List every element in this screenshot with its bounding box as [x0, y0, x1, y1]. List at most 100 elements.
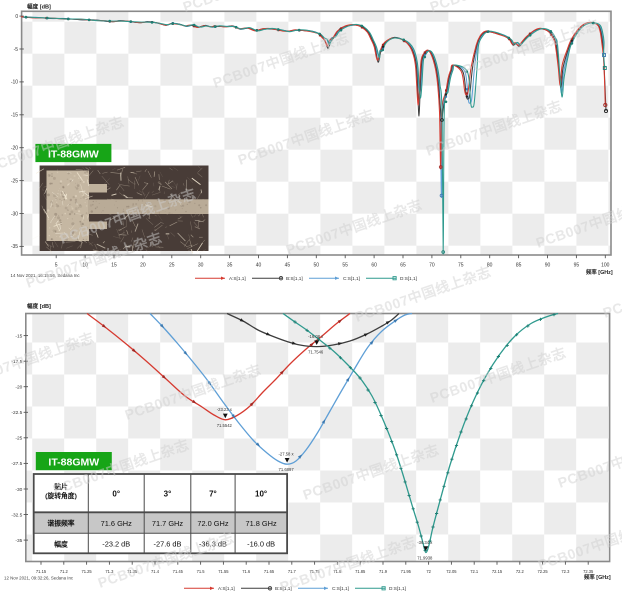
svg-text:14 Nov 2021, 16:15:56, Sedana: 14 Nov 2021, 16:15:56, Sedana Inc [11, 273, 81, 278]
svg-text:72.2: 72.2 [516, 569, 525, 574]
svg-text:PCB007中国线上杂志: PCB007中国线上杂志 [534, 189, 622, 251]
svg-text:71.75: 71.75 [309, 569, 320, 574]
svg-text:C:S[1,1]: C:S[1,1] [332, 586, 349, 591]
svg-text:PCB007中国线上杂志: PCB007中国线上杂志 [428, 344, 568, 406]
svg-text:100: 100 [601, 263, 610, 269]
svg-text:-27.58 x: -27.58 x [279, 452, 295, 457]
svg-text:-23.2 dB: -23.2 dB [102, 540, 130, 549]
svg-text:71.45: 71.45 [173, 569, 184, 574]
svg-text:72.35: 72.35 [583, 569, 594, 574]
svg-text:(旋转角度): (旋转角度) [45, 491, 77, 500]
svg-text:C:S[1,1]: C:S[1,1] [343, 276, 360, 281]
svg-text:幅度: 幅度 [54, 539, 68, 548]
svg-text:-16.08 x: -16.08 x [308, 334, 324, 339]
svg-text:71.3: 71.3 [105, 569, 114, 574]
svg-text:PCB007中国线上杂志: PCB007中国线上杂志 [211, 29, 351, 91]
svg-text:-22.5: -22.5 [11, 410, 22, 416]
svg-text:72.0 GHz: 72.0 GHz [197, 519, 229, 528]
svg-text:-30: -30 [11, 211, 18, 217]
svg-text:71.6 GHz: 71.6 GHz [101, 519, 133, 528]
svg-text:PCB007中国线上杂志: PCB007中国线上杂志 [123, 361, 263, 423]
svg-text:PCB007中国线上杂志: PCB007中国线上杂志 [181, 0, 321, 15]
svg-text:-35: -35 [11, 244, 18, 250]
svg-text:A:S[1,1]: A:S[1,1] [229, 276, 246, 281]
svg-text:71.65: 71.65 [264, 569, 275, 574]
svg-text:谐振频率: 谐振频率 [47, 519, 74, 528]
svg-text:PCB007中国线上杂志: PCB007中国线上杂志 [556, 429, 622, 491]
svg-text:71.35: 71.35 [127, 569, 138, 574]
svg-text:71.6: 71.6 [242, 569, 251, 574]
svg-text:71.6897: 71.6897 [279, 467, 295, 472]
svg-text:-35: -35 [15, 538, 22, 544]
svg-text:A:S[1,1]: A:S[1,1] [218, 586, 235, 591]
svg-text:71.95: 71.95 [401, 569, 412, 574]
svg-text:PCB007中国线上杂志: PCB007中国线上杂志 [353, 263, 493, 325]
svg-text:71.15: 71.15 [36, 569, 47, 574]
svg-text:75: 75 [458, 263, 464, 269]
svg-text:95: 95 [574, 263, 580, 269]
svg-text:D:S[1,1]: D:S[1,1] [389, 586, 406, 591]
svg-text:10: 10 [82, 263, 88, 269]
svg-text:D:S[1,1]: D:S[1,1] [400, 276, 417, 281]
svg-text:71.5542: 71.5542 [217, 423, 233, 428]
svg-text:71.5: 71.5 [197, 569, 206, 574]
svg-text:35: 35 [227, 263, 233, 269]
svg-text:50: 50 [314, 263, 320, 269]
svg-text:65: 65 [400, 263, 406, 269]
svg-text:71.55: 71.55 [218, 569, 229, 574]
svg-text:-23.23 x: -23.23 x [217, 407, 233, 412]
svg-text:频率 [GHz]: 频率 [GHz] [586, 268, 613, 276]
svg-text:71.8 GHz: 71.8 GHz [245, 519, 277, 528]
svg-text:72: 72 [426, 569, 431, 574]
svg-text:85: 85 [516, 263, 522, 269]
svg-text:-20: -20 [15, 385, 22, 391]
svg-text:-15: -15 [15, 333, 22, 339]
svg-text:15: 15 [111, 263, 117, 269]
svg-text:71.9: 71.9 [379, 569, 388, 574]
svg-text:-32.5: -32.5 [11, 512, 22, 518]
svg-text:25: 25 [169, 263, 175, 269]
svg-text:-15: -15 [11, 113, 18, 119]
svg-text:90: 90 [545, 263, 551, 269]
svg-text:72.1: 72.1 [470, 569, 479, 574]
svg-text:71.4: 71.4 [151, 569, 160, 574]
svg-text:PCB007中国线上杂志: PCB007中国线上杂志 [301, 441, 441, 503]
svg-text:-25: -25 [15, 436, 22, 442]
svg-text:3°: 3° [164, 490, 172, 499]
svg-text:-5: -5 [14, 47, 19, 53]
svg-text:60: 60 [371, 263, 377, 269]
svg-text:12 Nov 2021, 09:32:26, Sedana: 12 Nov 2021, 09:32:26, Sedana Inc [4, 576, 74, 581]
svg-text:-36.34 x: -36.34 x [417, 540, 433, 545]
svg-text:7°: 7° [209, 490, 217, 499]
svg-text:-27.5: -27.5 [11, 461, 22, 467]
svg-text:-36.3 dB: -36.3 dB [199, 540, 227, 549]
svg-text:B:S[1,1]: B:S[1,1] [275, 586, 292, 591]
svg-text:70: 70 [429, 263, 435, 269]
svg-text:72.25: 72.25 [537, 569, 548, 574]
svg-text:71.25: 71.25 [81, 569, 92, 574]
svg-text:71.9938: 71.9938 [417, 556, 433, 561]
svg-text:-27.6 dB: -27.6 dB [154, 540, 182, 549]
svg-text:71.7: 71.7 [288, 569, 297, 574]
svg-text:-17.5: -17.5 [11, 359, 22, 365]
svg-text:-16.0 dB: -16.0 dB [247, 540, 275, 549]
svg-text:幅度 [dB]: 幅度 [dB] [27, 302, 51, 310]
svg-text:72.15: 72.15 [492, 569, 503, 574]
svg-text:71.7546: 71.7546 [308, 350, 324, 355]
svg-text:PCB007中国线上杂志: PCB007中国线上杂志 [461, 16, 601, 78]
svg-text:80: 80 [487, 263, 493, 269]
svg-text:-30: -30 [15, 487, 22, 493]
svg-text:71.85: 71.85 [355, 569, 366, 574]
svg-text:71.2: 71.2 [60, 569, 69, 574]
svg-text:-25: -25 [11, 178, 18, 184]
svg-text:0: 0 [15, 14, 18, 20]
svg-text:72.3: 72.3 [561, 569, 570, 574]
svg-text:72.05: 72.05 [446, 569, 457, 574]
svg-text:PCB007中国线上杂志: PCB007中国线上杂志 [428, 0, 568, 15]
svg-text:10°: 10° [255, 490, 267, 499]
svg-text:20: 20 [140, 263, 146, 269]
svg-text:频率 [GHz]: 频率 [GHz] [584, 573, 611, 581]
svg-text:PCB007中国线上杂志: PCB007中国线上杂志 [236, 106, 376, 168]
svg-text:45: 45 [285, 263, 291, 269]
svg-text:IT-88GMW: IT-88GMW [48, 148, 99, 160]
